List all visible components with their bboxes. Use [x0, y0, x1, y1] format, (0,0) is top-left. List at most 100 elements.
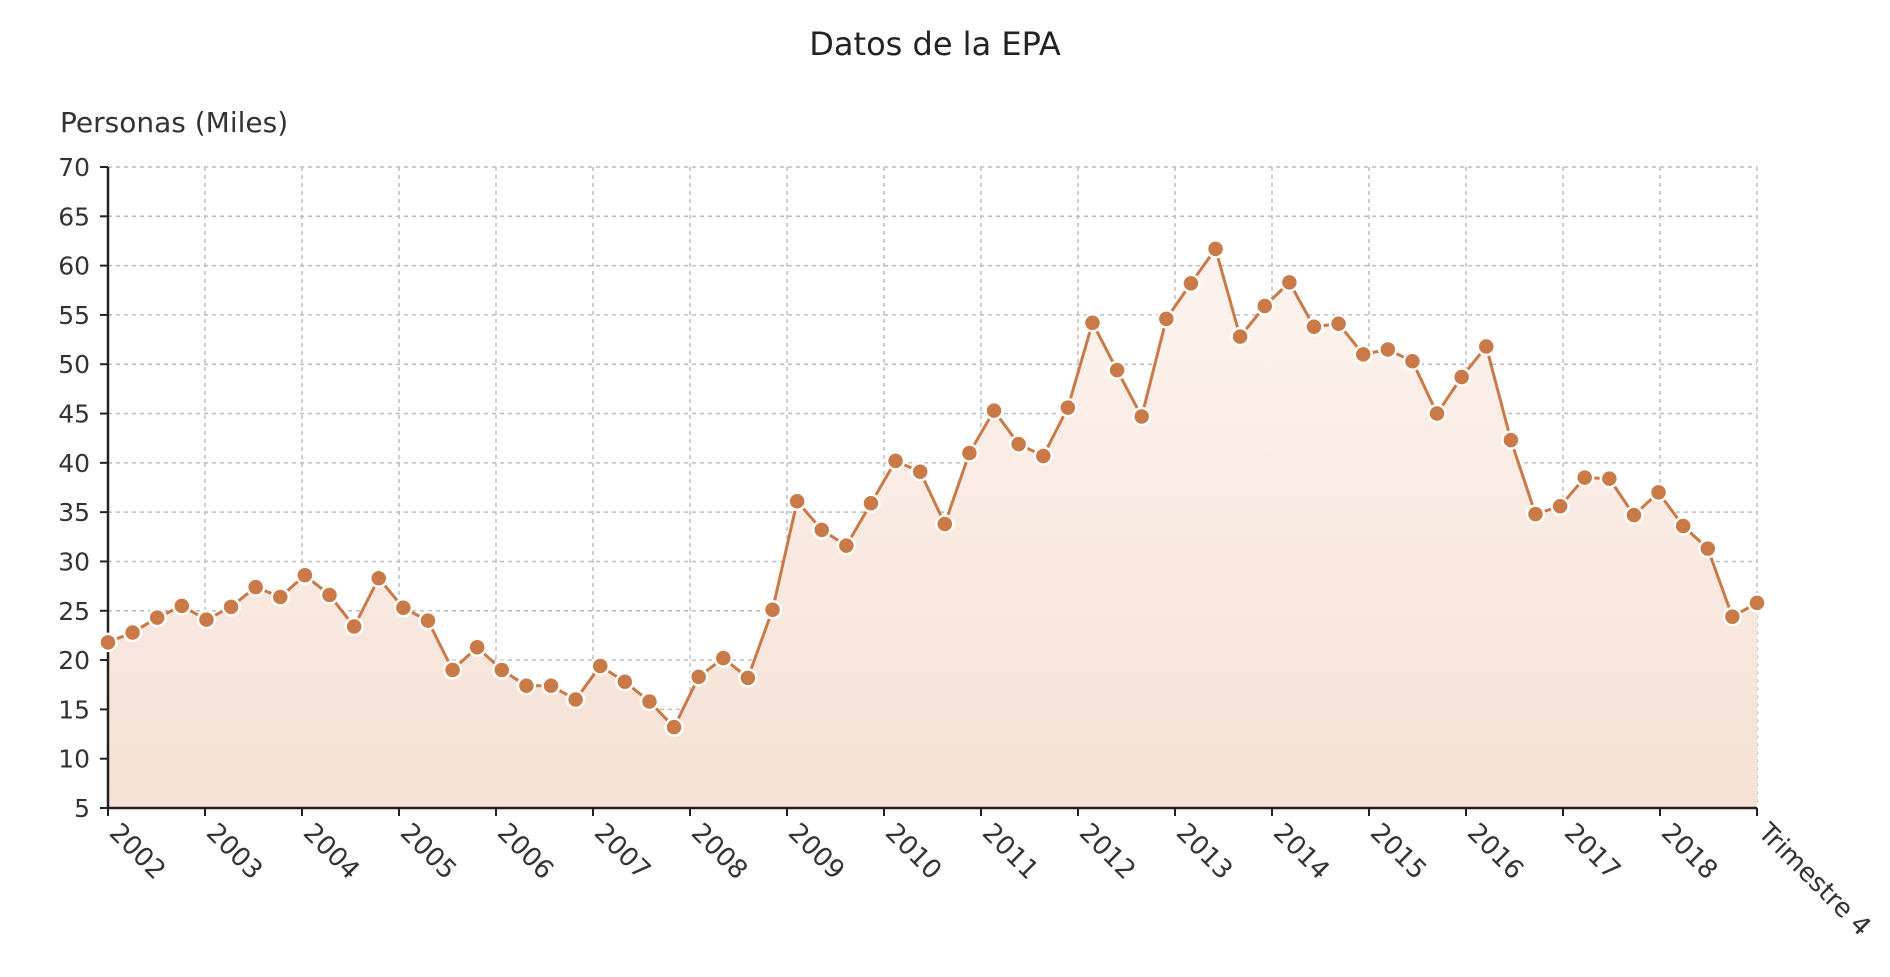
y-tick-label: 25: [58, 597, 90, 626]
data-point[interactable]: [147, 607, 167, 628]
data-point[interactable]: [516, 675, 537, 696]
data-point[interactable]: [221, 597, 241, 617]
data-point[interactable]: [1107, 360, 1127, 380]
y-tick-label: 15: [58, 695, 90, 724]
x-tick-label: 2002: [103, 818, 171, 886]
data-point[interactable]: [615, 672, 635, 692]
data-point[interactable]: [196, 609, 217, 630]
data-point[interactable]: [1082, 313, 1103, 333]
data-point[interactable]: [1008, 434, 1029, 454]
data-point[interactable]: [172, 596, 192, 616]
data-point[interactable]: [467, 637, 487, 658]
data-point[interactable]: [245, 577, 266, 597]
y-tick-label: 10: [58, 745, 90, 774]
y-tick-label: 70: [58, 153, 90, 182]
data-point[interactable]: [688, 667, 709, 687]
data-point[interactable]: [98, 632, 118, 653]
data-point[interactable]: [1673, 516, 1693, 536]
data-point[interactable]: [1328, 314, 1349, 334]
data-point[interactable]: [639, 691, 660, 712]
data-point[interactable]: [1058, 397, 1078, 418]
data-point[interactable]: [1255, 296, 1275, 316]
x-tick-label: 2010: [879, 818, 947, 886]
data-point[interactable]: [1205, 239, 1226, 259]
data-point[interactable]: [565, 689, 586, 710]
data-point[interactable]: [910, 461, 930, 482]
data-point[interactable]: [713, 648, 734, 668]
data-point[interactable]: [1599, 468, 1620, 489]
data-point[interactable]: [442, 660, 463, 680]
data-point[interactable]: [1427, 403, 1447, 424]
x-tick-label: 2008: [685, 818, 753, 886]
data-point[interactable]: [295, 565, 315, 586]
data-point[interactable]: [1230, 326, 1250, 347]
data-point[interactable]: [319, 585, 340, 605]
data-point[interactable]: [1525, 504, 1546, 524]
data-point[interactable]: [1304, 317, 1324, 337]
data-point[interactable]: [1181, 273, 1201, 294]
data-point[interactable]: [344, 616, 364, 637]
x-tick-label: 2018: [1655, 818, 1723, 886]
data-point[interactable]: [1451, 367, 1472, 387]
data-point[interactable]: [1648, 482, 1669, 503]
x-tick-label: 2011: [976, 818, 1044, 886]
y-tick-label: 20: [58, 646, 90, 675]
data-point[interactable]: [959, 443, 980, 463]
data-point[interactable]: [1033, 446, 1054, 466]
data-point[interactable]: [270, 587, 291, 607]
data-point[interactable]: [1156, 309, 1177, 329]
chart-title: Datos de la EPA: [809, 25, 1061, 63]
x-tick-label: 2007: [588, 818, 656, 886]
data-point[interactable]: [590, 656, 610, 676]
data-point[interactable]: [1574, 467, 1595, 488]
data-point[interactable]: [541, 675, 561, 696]
data-point[interactable]: [492, 660, 512, 680]
x-tick-label: 2004: [297, 818, 365, 886]
data-point[interactable]: [984, 400, 1004, 421]
data-point[interactable]: [787, 491, 807, 512]
x-tick-label: 2014: [1267, 818, 1335, 886]
y-tick-label: 60: [58, 252, 90, 281]
data-point[interactable]: [1402, 351, 1423, 372]
x-tick-label: 2017: [1558, 818, 1626, 886]
data-point[interactable]: [368, 568, 389, 588]
y-tick-label: 65: [58, 202, 90, 231]
data-point[interactable]: [122, 622, 143, 643]
data-point[interactable]: [1279, 272, 1300, 293]
axes: [100, 166, 1758, 816]
data-point[interactable]: [664, 717, 684, 737]
data-point[interactable]: [1131, 406, 1152, 427]
x-tick-label: 2005: [394, 818, 462, 886]
data-point[interactable]: [418, 610, 438, 631]
data-point[interactable]: [836, 535, 857, 556]
x-tick-label: 2012: [1073, 818, 1141, 886]
y-tick-label: 5: [74, 794, 90, 823]
data-point[interactable]: [885, 451, 906, 471]
data-point[interactable]: [1698, 538, 1718, 559]
data-point[interactable]: [1722, 606, 1743, 627]
data-point[interactable]: [935, 514, 955, 534]
area-fill: [108, 248, 1757, 808]
y-tick-label: 30: [58, 547, 90, 576]
data-point[interactable]: [393, 598, 414, 618]
data-point[interactable]: [738, 668, 758, 688]
x-tick-label: Trimestre 4: [1751, 817, 1876, 942]
x-tick-label: 2013: [1170, 818, 1238, 886]
data-point[interactable]: [1378, 339, 1398, 360]
data-point[interactable]: [811, 520, 832, 540]
x-tick-label: 2009: [782, 818, 850, 886]
y-tick-label: 50: [58, 350, 90, 379]
data-point[interactable]: [1624, 505, 1644, 525]
data-point[interactable]: [762, 600, 783, 620]
data-point[interactable]: [861, 493, 881, 514]
x-tick-labels: 2002 2003 2004 2005 2006 2007 2008 2009 2010 2011…: [103, 817, 1876, 942]
data-point[interactable]: [1353, 344, 1373, 365]
data-point[interactable]: [1747, 593, 1767, 613]
y-tick-label: 45: [58, 400, 90, 429]
data-point[interactable]: [1501, 430, 1521, 450]
y-tick-label: 35: [58, 498, 90, 527]
data-point[interactable]: [1550, 496, 1570, 516]
y-tick-labels: 5 10 15 20 25 30 35 40 45 50 55 60 65 70: [58, 153, 90, 823]
data-point[interactable]: [1476, 336, 1497, 357]
